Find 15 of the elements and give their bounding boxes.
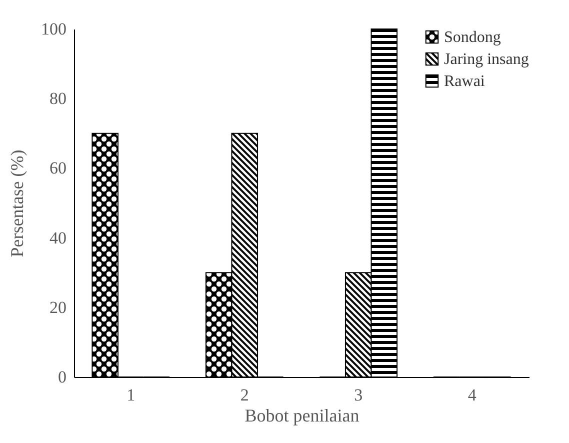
x-tick-label: 4 [468, 386, 477, 404]
y-axis-title: Persentase (%) [7, 150, 27, 258]
y-tick-label: 0 [58, 368, 66, 386]
y-tick-label: 80 [50, 89, 66, 108]
x-axis-title: Bobot penilaian [244, 406, 360, 426]
y-tick-label: 100 [41, 20, 66, 38]
y-tick-label: 40 [50, 228, 66, 248]
x-tick-label: 2 [240, 386, 249, 404]
legend-label: Sondong [444, 29, 501, 46]
y-tick-label: 60 [50, 158, 66, 178]
y-tick-label: 20 [50, 298, 66, 317]
legend-label: Rawai [444, 73, 486, 90]
x-tick-label: 1 [126, 386, 136, 404]
x-tick-label: 3 [354, 386, 363, 404]
legend-label: Jaring insang [444, 51, 529, 68]
